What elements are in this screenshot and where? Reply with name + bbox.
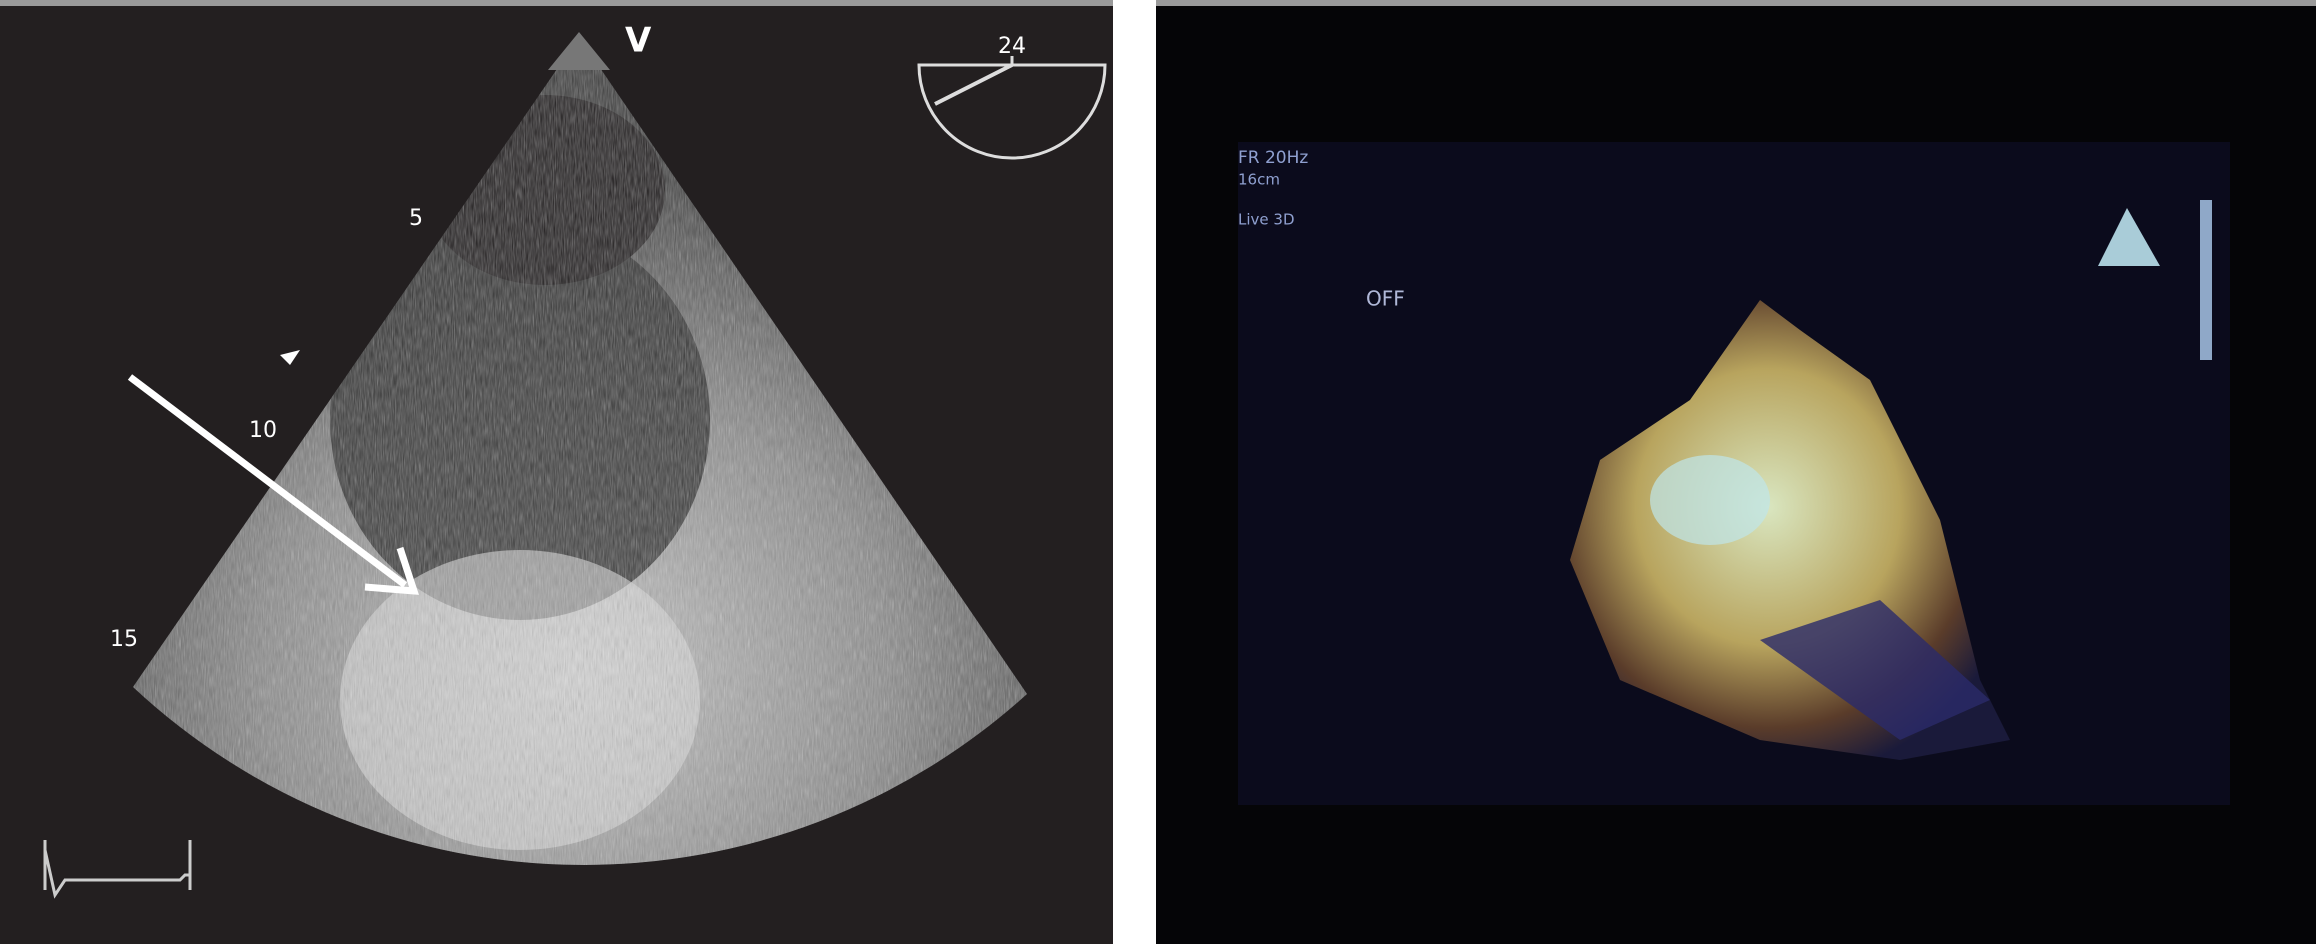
3d-volume-shadow xyxy=(1760,600,1990,740)
angle-label: 24 xyxy=(998,34,1026,59)
settings-label: 16cm xyxy=(1238,171,1280,189)
orientation-label: V xyxy=(625,21,652,61)
settings-label: FR 20Hz xyxy=(1238,148,1308,168)
angle-icon xyxy=(917,56,1107,160)
left-panel: V 24 5 10 15 xyxy=(0,0,1113,944)
top-strip xyxy=(1156,0,2316,6)
depth-label: 10 xyxy=(249,418,277,443)
status-label: OFF xyxy=(1366,287,1405,311)
focus-marker xyxy=(280,350,300,365)
3d-volume-highlight xyxy=(1650,455,1770,545)
ecg-trace xyxy=(43,840,192,899)
depth-label: 5 xyxy=(409,206,423,231)
settings-label: Live 3D xyxy=(1238,211,1295,229)
right-panel: FR 20Hz 16cm Live 3D OFF xyxy=(1156,0,2316,944)
probe-icon xyxy=(2098,208,2160,266)
probe-marker xyxy=(548,32,610,70)
top-strip xyxy=(0,0,1113,6)
arrow xyxy=(127,374,419,595)
gray-bar xyxy=(2200,200,2212,360)
depth-label: 15 xyxy=(110,627,138,652)
